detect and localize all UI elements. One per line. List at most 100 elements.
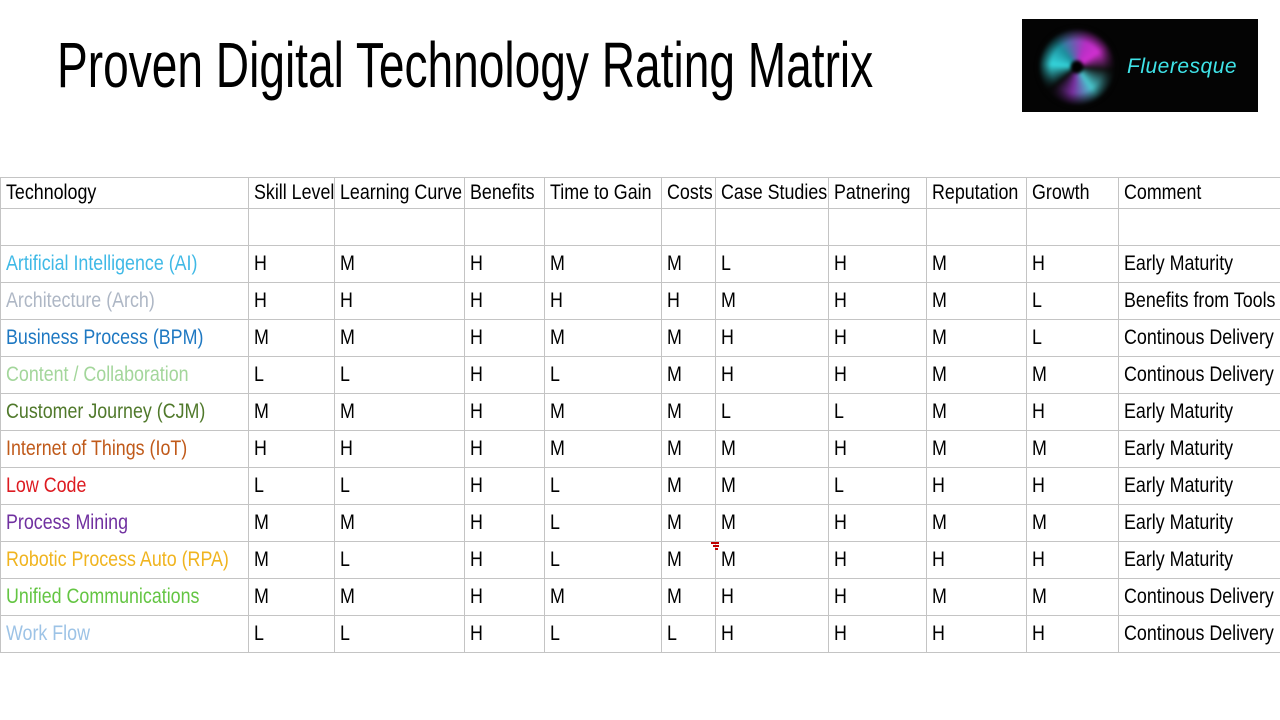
technology-cell: Unified Communications: [0, 578, 249, 616]
empty-cell: [464, 208, 545, 246]
spacer-row: [0, 208, 1280, 246]
rating-cell: M: [715, 541, 829, 579]
rating-cell: M: [661, 578, 716, 616]
comment-cell: Early Maturity: [1118, 541, 1280, 579]
rating-cell: M: [715, 282, 829, 320]
table-row: Process Mining M M H L M M H M M Early Maturity: [0, 504, 1280, 542]
empty-cell: [248, 208, 335, 246]
table-row: Low Code L L H L M M L H H Early Maturity: [0, 467, 1280, 505]
rating-cell: M: [248, 578, 335, 616]
technology-cell: Low Code: [0, 467, 249, 505]
rating-cell: H: [464, 356, 545, 394]
rating-cell: M: [544, 578, 662, 616]
rating-cell: L: [544, 467, 662, 505]
rating-cell: L: [248, 615, 335, 653]
rating-cell: H: [828, 319, 927, 357]
rating-cell: L: [544, 541, 662, 579]
technology-cell: Internet of Things (IoT): [0, 430, 249, 468]
comment-cell: Early Maturity: [1118, 430, 1280, 468]
rating-cell: H: [1026, 541, 1119, 579]
column-header: Reputation: [926, 177, 1027, 209]
rating-cell: M: [926, 356, 1027, 394]
brand-logo: Flueresque: [1022, 19, 1258, 112]
rating-cell: L: [248, 356, 335, 394]
comment-cell: Early Maturity: [1118, 467, 1280, 505]
swirl-fractal-icon: [1037, 27, 1117, 107]
technology-cell: Business Process (BPM): [0, 319, 249, 357]
rating-cell: M: [715, 504, 829, 542]
table-row: Architecture (Arch) H H H H H M H M L Benefits fro…: [0, 282, 1280, 320]
empty-cell: [1026, 208, 1119, 246]
column-header: Learning Curve: [334, 177, 465, 209]
rating-cell: L: [661, 615, 716, 653]
technology-cell: Process Mining: [0, 504, 249, 542]
rating-cell: H: [926, 615, 1027, 653]
rating-cell: L: [544, 504, 662, 542]
rating-cell: H: [1026, 615, 1119, 653]
page-title-text: Proven Digital Technology Rating Matrix: [57, 29, 874, 101]
column-header: Skill Level: [248, 177, 335, 209]
technology-cell: Work Flow: [0, 615, 249, 653]
rating-cell: M: [926, 504, 1027, 542]
comment-cell: Continous Delivery: [1118, 356, 1280, 394]
empty-cell: [0, 208, 249, 246]
table-row: Customer Journey (CJM) M M H M M L L M H Early Mat…: [0, 393, 1280, 431]
rating-cell: H: [464, 578, 545, 616]
table-row: Unified Communications M M H M M H H M M Continous…: [0, 578, 1280, 616]
rating-cell: H: [828, 541, 927, 579]
rating-cell: L: [828, 393, 927, 431]
rating-cell: L: [544, 615, 662, 653]
rating-cell: H: [1026, 393, 1119, 431]
rating-cell: M: [926, 319, 1027, 357]
rating-cell: M: [661, 245, 716, 283]
rating-cell: M: [661, 430, 716, 468]
table-row: Content / Collaboration L L H L M H H M M Continou…: [0, 356, 1280, 394]
rating-cell: L: [1026, 319, 1119, 357]
rating-cell: M: [926, 578, 1027, 616]
rating-cell: M: [661, 504, 716, 542]
rating-cell: L: [248, 467, 335, 505]
comment-cell: Early Maturity: [1118, 393, 1280, 431]
table-row: Business Process (BPM) M M H M M H H M L Continous…: [0, 319, 1280, 357]
rating-cell: H: [1026, 245, 1119, 283]
comment-cell: Early Maturity: [1118, 504, 1280, 542]
brand-name: Flueresque: [1127, 55, 1238, 78]
rating-cell: L: [334, 467, 465, 505]
column-header: Time to Gain: [544, 177, 662, 209]
rating-cell: H: [828, 356, 927, 394]
rating-cell: H: [715, 578, 829, 616]
rating-cell: M: [661, 319, 716, 357]
rating-cell: H: [248, 282, 335, 320]
rating-cell: H: [715, 615, 829, 653]
rating-cell: H: [828, 282, 927, 320]
rating-cell: M: [544, 430, 662, 468]
column-header: Patnering: [828, 177, 927, 209]
rating-cell: M: [544, 319, 662, 357]
rating-cell: H: [464, 282, 545, 320]
table-body: Artificial Intelligence (AI) H M H M M L H M H Ear…: [0, 208, 1280, 653]
technology-cell: Content / Collaboration: [0, 356, 249, 394]
rating-cell: M: [248, 541, 335, 579]
empty-cell: [661, 208, 716, 246]
rating-cell: H: [464, 245, 545, 283]
rating-cell: H: [715, 356, 829, 394]
rating-cell: H: [715, 319, 829, 357]
technology-cell: Artificial Intelligence (AI): [0, 245, 249, 283]
rating-cell: M: [334, 578, 465, 616]
empty-cell: [926, 208, 1027, 246]
rating-cell: H: [464, 467, 545, 505]
rating-cell: M: [1026, 578, 1119, 616]
rating-cell: M: [926, 282, 1027, 320]
rating-cell: M: [661, 356, 716, 394]
rating-cell: H: [334, 430, 465, 468]
empty-cell: [1118, 208, 1280, 246]
empty-cell: [544, 208, 662, 246]
technology-cell: Architecture (Arch): [0, 282, 249, 320]
rating-cell: M: [544, 245, 662, 283]
rating-cell: H: [544, 282, 662, 320]
rating-cell: M: [1026, 430, 1119, 468]
page-title: Proven Digital Technology Rating Matrix: [57, 28, 1191, 102]
rating-cell: M: [248, 393, 335, 431]
rating-cell: H: [464, 430, 545, 468]
